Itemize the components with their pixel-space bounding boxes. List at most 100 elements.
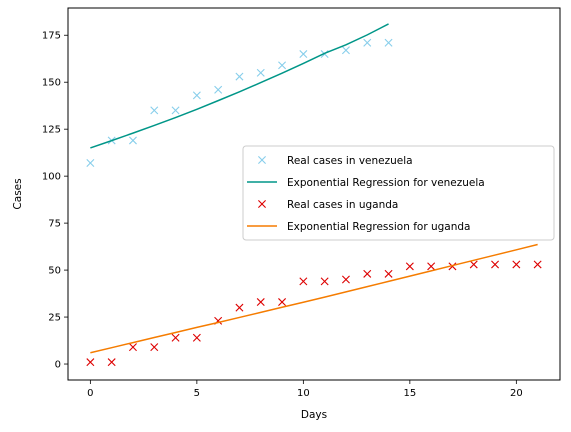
marker-stroke [258, 156, 266, 164]
data-point [299, 277, 308, 286]
legend-item: Exponential Regression for venezuela [247, 177, 485, 189]
data-point [256, 68, 265, 77]
marker-stroke [86, 159, 95, 167]
marker-stroke [128, 343, 137, 352]
marker-stroke [150, 343, 159, 352]
data-point [341, 46, 350, 55]
legend-marker-swatch [258, 200, 266, 208]
marker-stroke [384, 38, 393, 47]
marker-stroke [278, 61, 287, 70]
y-tick-label: 25 [48, 313, 61, 324]
y-axis-label: Cases [12, 178, 24, 209]
x-tick-label: 10 [297, 388, 310, 399]
marker-stroke [363, 38, 372, 47]
marker-stroke [405, 262, 414, 271]
data-point [214, 85, 223, 94]
marker-stroke [86, 358, 95, 367]
data-point [150, 343, 159, 352]
marker-stroke [150, 106, 159, 115]
data-point [86, 159, 95, 167]
marker-stroke [192, 333, 201, 342]
data-point [512, 260, 521, 269]
x-tick-label: 20 [510, 388, 523, 399]
marker-stroke [341, 46, 350, 55]
marker-stroke [258, 200, 266, 208]
data-point [235, 303, 244, 312]
data-point [427, 262, 436, 271]
data-point [341, 275, 350, 284]
marker-stroke [256, 68, 265, 77]
marker-stroke [469, 260, 478, 269]
marker-stroke [341, 275, 350, 284]
marker-stroke [427, 262, 436, 271]
data-point [384, 38, 393, 47]
y-tick-label: 100 [42, 172, 61, 183]
plot-frame [67, 7, 561, 381]
legend-label: Exponential Regression for uganda [287, 221, 470, 233]
data-point [278, 298, 287, 307]
y-tick-label: 0 [55, 360, 61, 371]
marker-stroke [512, 260, 521, 269]
marker-stroke [235, 303, 244, 312]
y-tick-label: 75 [48, 219, 61, 230]
data-point [469, 260, 478, 269]
data-point [107, 358, 116, 367]
y-tick-label: 150 [42, 78, 61, 89]
legend: Real cases in venezuela Exponential Regre… [242, 145, 555, 241]
y-tick-label: 50 [48, 266, 61, 277]
marker-stroke [320, 277, 329, 286]
data-point [278, 61, 287, 70]
data-point [320, 277, 329, 286]
marker-stroke [384, 269, 393, 278]
data-point [363, 269, 372, 278]
data-point [171, 106, 180, 115]
data-point [128, 136, 137, 145]
data-point [235, 72, 244, 81]
legend-item: Real cases in uganda [258, 199, 398, 211]
data-point [299, 50, 308, 59]
y-tick-label: 125 [42, 125, 61, 136]
marker-stroke [256, 298, 265, 307]
x-tick-label: 5 [194, 388, 200, 399]
marker-stroke [299, 277, 308, 286]
marker-stroke [171, 333, 180, 342]
marker-stroke [192, 91, 201, 100]
x-tick-label: 15 [403, 388, 416, 399]
data-point [192, 333, 201, 342]
series-1 [90, 23, 389, 149]
marker-stroke [299, 50, 308, 59]
marker-stroke [214, 85, 223, 94]
data-point [256, 298, 265, 307]
data-point [533, 260, 542, 269]
marker-stroke [171, 106, 180, 115]
series-0 [86, 38, 393, 167]
legend-label: Real cases in venezuela [287, 155, 413, 167]
data-point [491, 260, 500, 269]
marker-stroke [278, 298, 287, 307]
marker-stroke [235, 72, 244, 81]
data-point [150, 106, 159, 115]
plot-area [86, 23, 542, 367]
data-point [363, 38, 372, 47]
y-tick-label: 175 [42, 31, 61, 42]
x-axis-label: Days [301, 409, 327, 421]
series-3 [90, 243, 538, 354]
legend-label: Real cases in uganda [287, 199, 398, 211]
data-point [384, 269, 393, 278]
legend-item: Real cases in venezuela [258, 155, 413, 167]
marker-stroke [533, 260, 542, 269]
data-point [86, 358, 95, 367]
legend-item: Exponential Regression for uganda [247, 221, 470, 233]
axis-ticks: 0 5 10 15 20 0 25 50 75 100 125 150 175 [42, 31, 523, 399]
series-line [90, 243, 538, 354]
marker-stroke [107, 358, 116, 367]
legend-box [242, 145, 555, 241]
data-point [192, 91, 201, 100]
series-line [90, 23, 389, 149]
legend-label: Exponential Regression for venezuela [287, 177, 485, 189]
legend-marker-swatch [258, 156, 266, 164]
data-point [171, 333, 180, 342]
data-point [128, 343, 137, 352]
series-2 [86, 260, 542, 367]
